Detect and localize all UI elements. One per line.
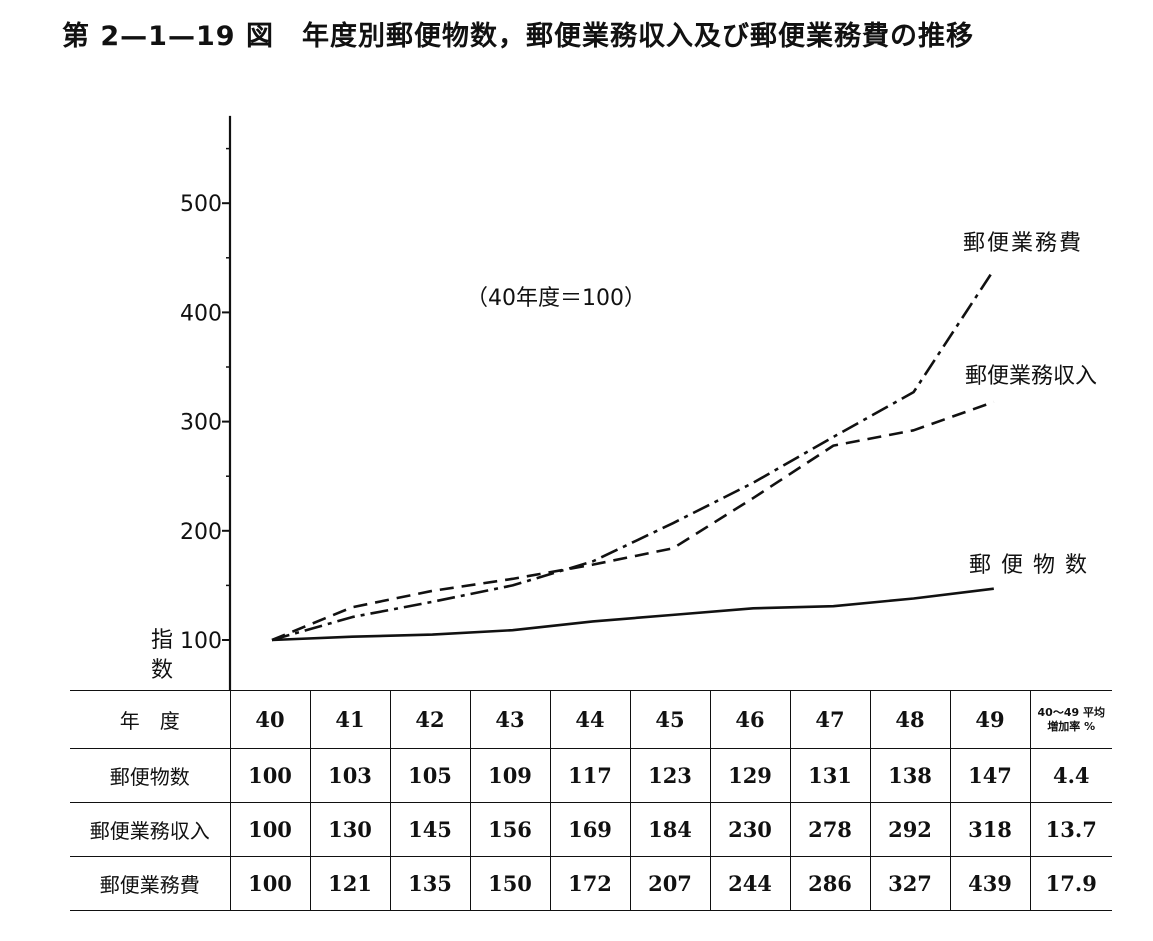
table-rate-cell: 4.4	[1029, 748, 1112, 803]
table-year-cell: 41	[309, 690, 391, 749]
table-value-cell: 123	[629, 748, 711, 803]
table-year-cell: 48	[869, 690, 951, 749]
table-value-cell: 439	[949, 856, 1031, 911]
table-value-cell: 286	[789, 856, 871, 911]
table-year-cell: 40	[229, 690, 311, 749]
page-title: 第 2—1—19 図 年度別郵便物数，郵便業務収入及び郵便業務費の推移	[62, 21, 974, 52]
table-header-row: 年 度 40 41 42 43 44 45 46 47 48 49 40～49 平均 増加率 %	[70, 690, 1112, 749]
y-axis-label: 数	[151, 658, 173, 683]
table-value-cell: 131	[789, 748, 871, 803]
table-value-cell: 135	[389, 856, 471, 911]
table-value-cell: 145	[389, 802, 471, 857]
series-label-2: 郵便業務収入	[965, 364, 1097, 389]
rate-header-line1: 40～49 平均	[1037, 705, 1105, 719]
table-value-cell: 121	[309, 856, 391, 911]
y-tick-label: 100	[180, 629, 222, 654]
table-year-cell: 42	[389, 690, 471, 749]
table-year-cell: 49	[949, 690, 1031, 749]
table-value-cell: 184	[629, 802, 711, 857]
y-axis-label: 指	[151, 628, 173, 653]
table-value-cell: 147	[949, 748, 1031, 803]
series-line-3	[271, 269, 995, 642]
table-year-cell: 46	[709, 690, 791, 749]
data-table: 年 度 40 41 42 43 44 45 46 47 48 49 40～49 平均 増加率 % 郵便物数…	[70, 690, 1112, 911]
rate-header-line2: 増加率 %	[1047, 719, 1096, 733]
table-row-label: 郵便物数	[70, 748, 231, 803]
table-row: 郵便業務収入 100 130 145 156 169 184 230 278 292 318 13.7	[70, 802, 1112, 857]
y-tick-label: 200	[180, 520, 222, 545]
table-header-label: 年 度	[70, 690, 231, 749]
table-rate-cell: 17.9	[1029, 856, 1112, 911]
table-value-cell: 244	[709, 856, 791, 911]
series-label-3: 郵便業務費	[963, 231, 1083, 256]
table-value-cell: 100	[229, 856, 311, 911]
chart-note: （40年度＝100）	[466, 286, 646, 311]
y-tick-label: 300	[180, 411, 222, 436]
table-value-cell: 230	[709, 802, 791, 857]
table-rate-cell: 13.7	[1029, 802, 1112, 857]
table-value-cell: 172	[549, 856, 631, 911]
table-value-cell: 150	[469, 856, 551, 911]
table-value-cell: 207	[629, 856, 711, 911]
table-value-cell: 129	[709, 748, 791, 803]
table-row: 郵便業務費 100 121 135 150 172 207 244 286 327 439 17.9	[70, 856, 1112, 911]
y-tick-label: 400	[180, 301, 222, 326]
table-value-cell: 105	[389, 748, 471, 803]
table-value-cell: 130	[309, 802, 391, 857]
table-value-cell: 156	[469, 802, 551, 857]
table-year-cell: 45	[629, 690, 711, 749]
y-tick-label: 500	[180, 192, 222, 217]
chart-series	[271, 269, 995, 642]
table-row: 郵便物数 100 103 105 109 117 123 129 131 138 147 4.4	[70, 748, 1112, 803]
chart-axes: 100 200 300 400 500 指数	[151, 115, 232, 690]
table-row-label: 郵便業務費	[70, 856, 231, 911]
table-value-cell: 109	[469, 748, 551, 803]
series-line-1	[271, 587, 994, 642]
table-year-cell: 47	[789, 690, 871, 749]
table-rate-header: 40～49 平均 増加率 %	[1029, 690, 1112, 749]
table-value-cell: 100	[229, 802, 311, 857]
table-year-cell: 43	[469, 690, 551, 749]
table-value-cell: 117	[549, 748, 631, 803]
table-value-cell: 100	[229, 748, 311, 803]
table-value-cell: 292	[869, 802, 951, 857]
table-value-cell: 169	[549, 802, 631, 857]
series-label-1: 郵便物数	[969, 553, 1097, 578]
line-chart: 100 200 300 400 500 指数 （40年度＝100） 郵便物数 郵便業務収入郵便…	[151, 115, 1097, 690]
table-value-cell: 318	[949, 802, 1031, 857]
table-value-cell: 138	[869, 748, 951, 803]
series-line-2	[271, 400, 995, 642]
table-year-cell: 44	[549, 690, 631, 749]
table-value-cell: 327	[869, 856, 951, 911]
table-value-cell: 103	[309, 748, 391, 803]
table-value-cell: 278	[789, 802, 871, 857]
table-row-label: 郵便業務収入	[70, 802, 231, 857]
